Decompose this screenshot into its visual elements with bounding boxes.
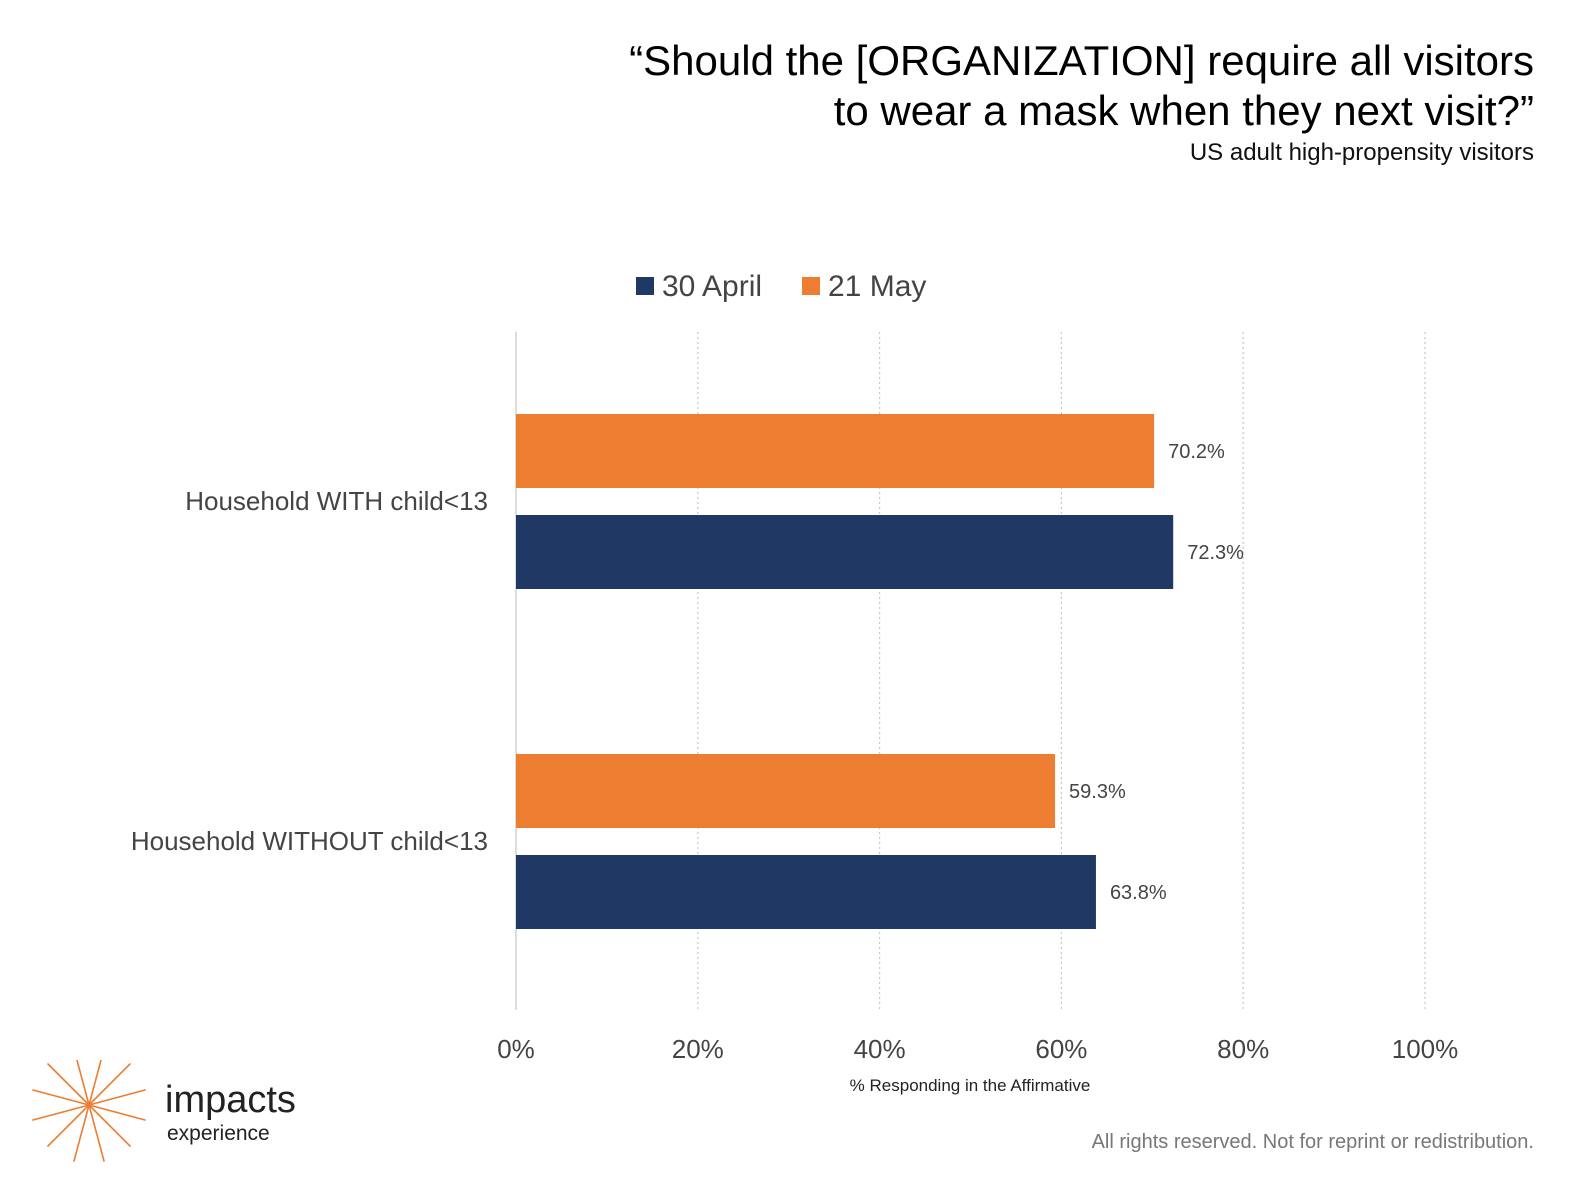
data-label: 63.8% <box>1110 882 1167 904</box>
bar <box>516 855 1096 929</box>
x-tick-label: 80% <box>1217 1034 1269 1064</box>
data-label: 59.3% <box>1069 781 1126 803</box>
legend-label: 21 May <box>828 270 926 303</box>
logo-sub: experience <box>167 1122 270 1145</box>
starburst-ray <box>73 1104 90 1162</box>
chart-subtitle: US adult high-propensity visitors <box>1189 139 1534 166</box>
starburst-ray <box>88 1089 146 1106</box>
legend-swatch <box>802 277 820 295</box>
footer-copyright: All rights reserved. Not for reprint or … <box>1091 1131 1534 1153</box>
legend-swatch <box>636 277 654 295</box>
category-label: Household WITHOUT child<13 <box>131 826 488 856</box>
starburst-ray <box>47 1063 90 1106</box>
legend-label: 30 April <box>662 270 762 303</box>
x-tick-label: 60% <box>1035 1034 1087 1064</box>
starburst-ray <box>88 1063 131 1106</box>
x-tick-label: 100% <box>1392 1034 1459 1064</box>
data-label: 70.2% <box>1168 441 1225 463</box>
impacts-logo: impacts experience <box>28 1048 318 1180</box>
starburst-ray <box>88 1104 131 1147</box>
x-tick-label: 20% <box>672 1034 724 1064</box>
bar <box>516 515 1174 589</box>
starburst-ray <box>32 1104 90 1121</box>
starburst-ray <box>47 1104 90 1147</box>
starburst-icon <box>32 1048 146 1162</box>
data-label: 72.3% <box>1187 542 1244 564</box>
x-axis-label: % Responding in the Affirmative <box>850 1076 1091 1095</box>
bar <box>516 754 1056 828</box>
starburst-ray <box>88 1104 105 1162</box>
category-label: Household WITH child<13 <box>185 486 488 516</box>
starburst-ray <box>32 1089 90 1106</box>
chart-title-line-2: to wear a mask when they next visit?” <box>833 87 1534 134</box>
chart-title-line-1: “Should the [ORGANIZATION] require all v… <box>629 37 1534 84</box>
x-tick-label: 0% <box>497 1034 535 1064</box>
x-tick-label: 40% <box>854 1034 906 1064</box>
logo-name: impacts <box>165 1079 296 1121</box>
title-block: “Should the [ORGANIZATION] require all v… <box>629 36 1534 168</box>
bar <box>516 414 1155 488</box>
starburst-ray <box>88 1104 146 1121</box>
bar-chart: 0% 20% 40% 60% 80% 100% % Responding in the Af… <box>131 270 1459 1095</box>
